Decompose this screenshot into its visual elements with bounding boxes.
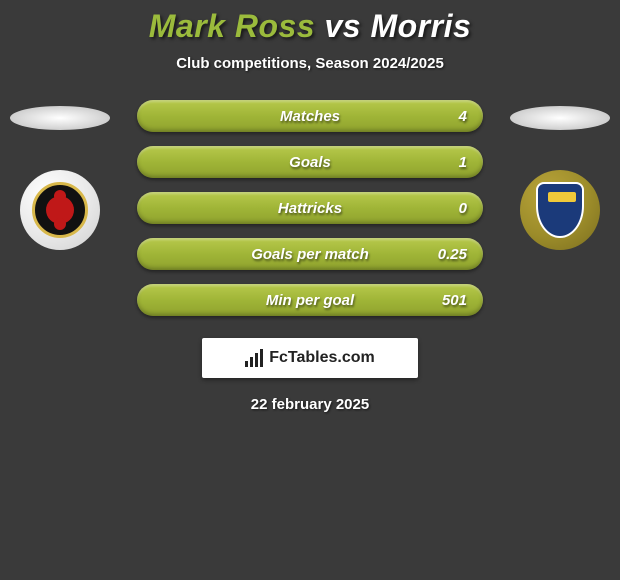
stats-area: Matches 4 Goals 1 Hattricks 0 Goals per … (0, 100, 620, 316)
stat-bars: Matches 4 Goals 1 Hattricks 0 Goals per … (137, 100, 483, 316)
stat-value: 501 (442, 292, 467, 309)
brand-label: FcTables.com (269, 349, 375, 367)
comparison-card: Mark Ross vs Morris Club competitions, S… (0, 0, 620, 413)
player1-name: Mark Ross (149, 8, 315, 44)
stat-bar-goals-per-match: Goals per match 0.25 (137, 238, 483, 270)
player2-club-crest (520, 170, 600, 250)
stat-bar-goals: Goals 1 (137, 146, 483, 178)
stat-bar-hattricks: Hattricks 0 (137, 192, 483, 224)
stat-label: Hattricks (278, 200, 342, 217)
player2-name: Morris (370, 8, 471, 44)
right-ellipse-decor (510, 106, 610, 130)
stat-value: 1 (459, 154, 467, 171)
club-badge-right (536, 182, 584, 238)
player1-club-crest (20, 170, 100, 250)
club-badge-left (32, 182, 88, 238)
stat-bar-min-per-goal: Min per goal 501 (137, 284, 483, 316)
stat-value: 4 (459, 108, 467, 125)
stat-label: Matches (280, 108, 340, 125)
stat-bar-matches: Matches 4 (137, 100, 483, 132)
stat-value: 0 (459, 200, 467, 217)
stat-label: Goals per match (251, 246, 369, 263)
subtitle: Club competitions, Season 2024/2025 (176, 55, 444, 72)
stat-label: Goals (289, 154, 331, 171)
vs-label: vs (324, 8, 361, 44)
date-label: 22 february 2025 (251, 396, 369, 413)
comparison-title: Mark Ross vs Morris (149, 8, 472, 45)
bar-chart-icon (245, 349, 263, 367)
brand-box[interactable]: FcTables.com (202, 338, 418, 378)
stat-value: 0.25 (438, 246, 467, 263)
stat-label: Min per goal (266, 292, 354, 309)
rose-icon (46, 196, 74, 224)
left-ellipse-decor (10, 106, 110, 130)
